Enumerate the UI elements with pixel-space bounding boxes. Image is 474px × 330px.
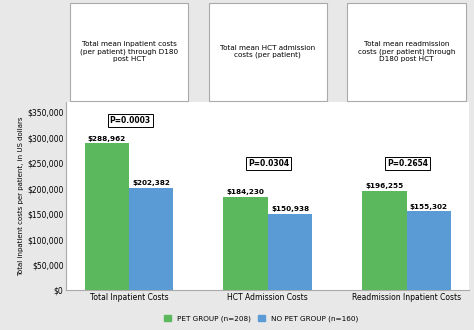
Text: P=0.0304: P=0.0304 [248, 159, 290, 168]
Bar [407, 212, 451, 290]
Text: P=0.0003: P=0.0003 [109, 116, 151, 125]
Text: $184,230: $184,230 [227, 189, 264, 195]
Bar [85, 144, 129, 290]
Text: Total mean HCT admission
costs (per patient): Total mean HCT admission costs (per pati… [220, 45, 315, 58]
Text: P=0.2654: P=0.2654 [387, 159, 428, 168]
Text: Total mean inpatient costs
(per patient) through D180
post HCT: Total mean inpatient costs (per patient)… [80, 41, 178, 62]
Bar [129, 187, 173, 290]
Legend: PET GROUP (n=208), NO PET GROUP (n=160): PET GROUP (n=208), NO PET GROUP (n=160) [161, 312, 361, 325]
Y-axis label: Total inpatient costs per patient, in US dollars: Total inpatient costs per patient, in US… [18, 116, 24, 276]
Text: $202,382: $202,382 [132, 180, 170, 186]
Bar [268, 214, 312, 290]
Bar [223, 197, 268, 290]
Bar [362, 191, 407, 290]
Text: $288,962: $288,962 [88, 136, 126, 142]
Text: $155,302: $155,302 [410, 204, 448, 210]
Text: $196,255: $196,255 [365, 183, 403, 189]
Text: Total mean readmission
costs (per patient) through
D180 post HCT: Total mean readmission costs (per patien… [358, 41, 455, 62]
Text: $150,938: $150,938 [271, 206, 309, 212]
